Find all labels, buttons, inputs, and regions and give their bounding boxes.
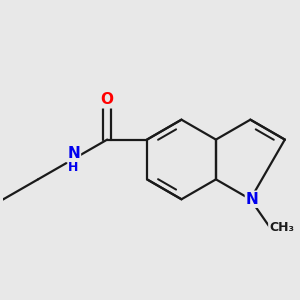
Text: O: O <box>101 92 114 107</box>
Text: N: N <box>246 192 259 207</box>
Text: CH₃: CH₃ <box>269 221 294 234</box>
Text: N: N <box>67 146 80 161</box>
Text: H: H <box>68 161 79 175</box>
